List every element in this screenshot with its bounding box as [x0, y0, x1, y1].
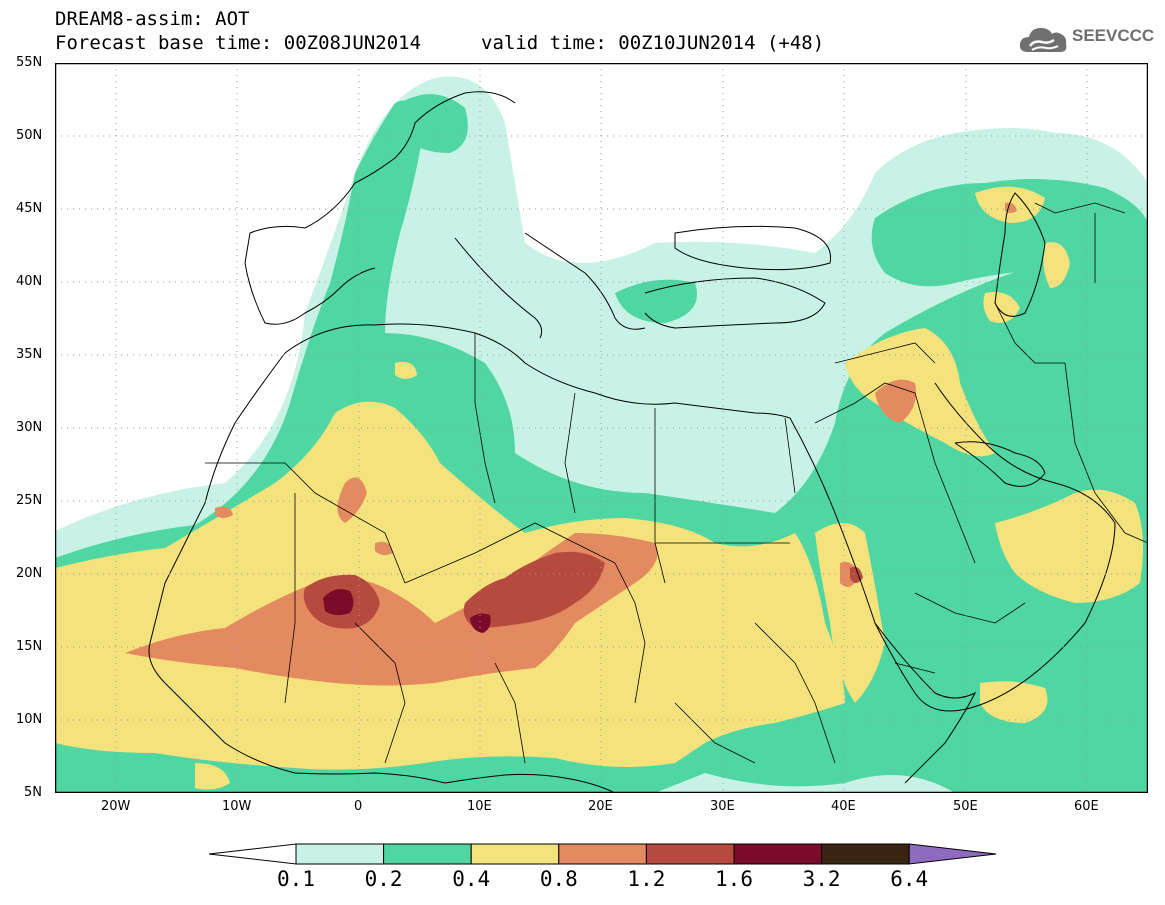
lat-label-20n: 20N — [16, 566, 43, 581]
lat-label-50n: 50N — [16, 128, 43, 143]
aot-map — [55, 63, 1148, 793]
lat-label-45n: 45N — [16, 201, 43, 216]
lon-label-60e: 60E — [1074, 799, 1099, 814]
coastlines — [148, 91, 1116, 793]
colorbar-bin-3.2-6.4 — [821, 843, 910, 865]
lon-label-10w: 10W — [222, 799, 252, 814]
lon-label-10e: 10E — [467, 799, 492, 814]
lon-label-20w: 20W — [101, 799, 131, 814]
colorbar-label-1.6: 1.6 — [715, 867, 753, 891]
lon-label-0: 0 — [354, 799, 363, 814]
lat-label-40n: 40N — [16, 274, 43, 289]
lon-label-20e: 20E — [588, 799, 613, 814]
colorbar-bin-1.2-1.6 — [645, 843, 735, 865]
lat-label-5n: 5N — [24, 785, 42, 800]
aot-contours — [55, 76, 1148, 793]
colorbar-label-0.8: 0.8 — [539, 867, 578, 891]
forecast-base-time: Forecast base time: 00Z08JUN2014 — [55, 32, 422, 54]
cloud-icon — [1019, 28, 1067, 52]
valid-time: valid time: 00Z10JUN2014 (+48) — [481, 32, 825, 54]
lat-label-30n: 30N — [16, 420, 43, 435]
lat-label-35n: 35N — [16, 347, 43, 362]
lat-label-10n: 10N — [16, 712, 43, 727]
colorbar-label-1.2: 1.2 — [627, 867, 666, 891]
lat-label-25n: 25N — [16, 493, 43, 508]
colorbar-label-6.4: 6.4 — [890, 867, 929, 891]
logo-text: SEEVCCC — [1072, 26, 1155, 45]
colorbar-bin-0.8-1.2 — [558, 843, 647, 865]
lon-label-50e: 50E — [953, 799, 978, 814]
seevccc-logo: SEEVCCC — [1018, 22, 1154, 56]
country-borders — [205, 202, 1148, 764]
colorbar-bin-0.1-0.2 — [295, 843, 385, 865]
map-canvas — [55, 63, 1148, 793]
colorbar-bin-0.2-0.4 — [383, 843, 472, 865]
colorbar-over-triangle — [908, 843, 997, 865]
map-title: DREAM8-assim: AOT — [55, 8, 250, 30]
lon-label-40e: 40E — [831, 799, 856, 814]
lon-label-30e: 30E — [710, 799, 735, 814]
colorbar-bin-0.4-0.8 — [470, 843, 560, 865]
colorbar-label-3.2: 3.2 — [802, 867, 841, 891]
colorbar-under-triangle — [208, 843, 297, 865]
lat-label-15n: 15N — [16, 639, 43, 654]
colorbar-label-0.1: 0.1 — [277, 867, 315, 891]
graticule — [55, 63, 1148, 793]
colorbar-bin-1.6-3.2 — [733, 843, 823, 865]
colorbar — [208, 843, 997, 865]
colorbar-label-0.4: 0.4 — [452, 867, 491, 891]
colorbar-label-0.2: 0.2 — [364, 867, 403, 891]
lat-label-55n: 55N — [16, 55, 43, 70]
